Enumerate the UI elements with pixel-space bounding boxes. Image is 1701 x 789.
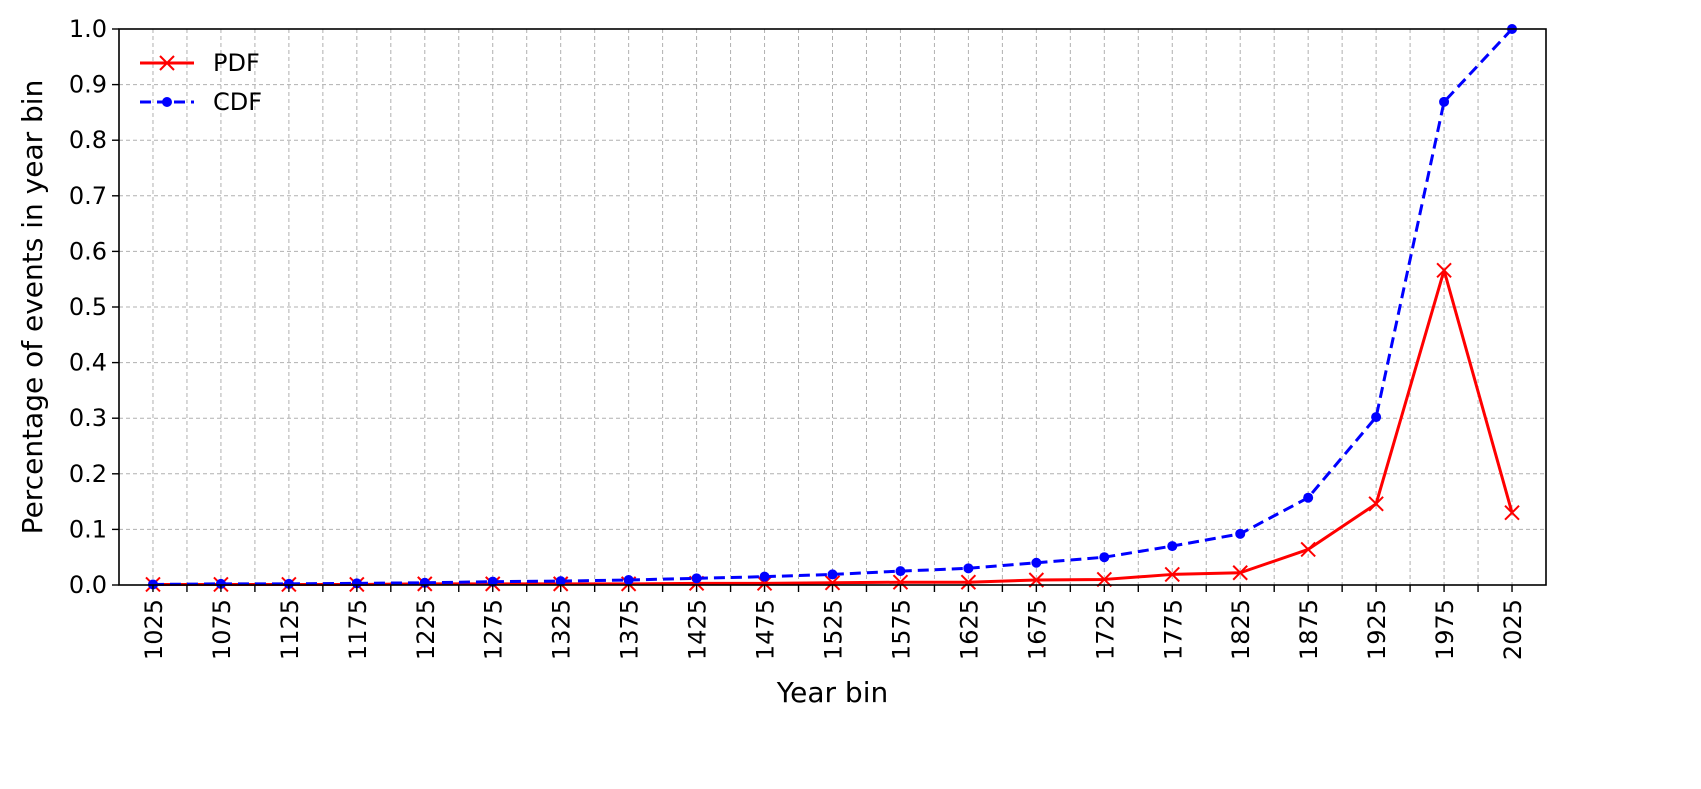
data-point-pdf — [892, 574, 909, 590]
axis-ticks: 1025 1075 1125 1175 1225 1275 1325 1375 1425 1475… — [69, 15, 1527, 660]
x-tick-label: 1025 — [140, 599, 168, 660]
data-point-cdf — [215, 578, 226, 589]
data-point-cdf — [623, 574, 634, 585]
data-point-cdf — [691, 573, 702, 584]
x-tick-label: 1225 — [412, 599, 440, 660]
data-point-pdf — [824, 575, 841, 591]
y-tick-label: 0.9 — [69, 71, 107, 99]
legend-entry-cdf: CDF — [140, 88, 262, 116]
x-tick-label: 1725 — [1091, 599, 1119, 660]
data-point-pdf — [1436, 262, 1452, 279]
data-point-pdf — [1368, 496, 1384, 512]
y-tick-label: 0.5 — [69, 293, 107, 321]
y-tick-label: 1.0 — [69, 15, 107, 43]
y-tick-label: 0.3 — [69, 404, 107, 432]
data-point-pdf — [960, 574, 977, 590]
data-point-cdf — [1099, 552, 1110, 563]
legend-entry-pdf: PDF — [140, 49, 260, 77]
data-point-cdf — [487, 576, 498, 587]
x-tick-label: 1875 — [1295, 599, 1323, 660]
series-line-cdf — [152, 27, 1514, 586]
x-tick-label: 1975 — [1431, 599, 1459, 660]
y-tick-label: 0.8 — [69, 126, 107, 154]
data-point-cdf — [963, 563, 974, 574]
data-point-cdf — [351, 578, 362, 589]
x-tick-label: 1675 — [1023, 599, 1051, 660]
x-tick-label: 1425 — [684, 599, 712, 660]
legend-swatch-marker — [159, 55, 175, 71]
x-tick-label: 1825 — [1227, 599, 1255, 660]
data-point-cdf — [827, 569, 838, 580]
x-tick-label: 1625 — [955, 599, 983, 660]
legend-swatch-marker — [162, 97, 172, 107]
data-point-cdf — [1371, 412, 1382, 423]
x-tick-label: 1375 — [616, 599, 644, 660]
data-point-pdf — [1164, 566, 1180, 583]
data-point-pdf — [1096, 571, 1113, 588]
x-tick-label: 1325 — [548, 599, 576, 660]
x-tick-label: 1275 — [480, 599, 508, 660]
y-tick-label: 0.1 — [69, 515, 107, 543]
data-point-cdf — [555, 576, 566, 587]
y-tick-label: 0.2 — [69, 460, 107, 488]
data-point-cdf — [759, 571, 770, 582]
y-tick-label: 0.0 — [69, 571, 107, 599]
y-tick-label: 0.7 — [69, 182, 107, 210]
x-tick-label: 1175 — [344, 599, 372, 660]
data-point-cdf — [1303, 492, 1314, 503]
data-point-pdf — [1300, 541, 1316, 558]
x-tick-label: 1125 — [276, 599, 304, 660]
x-tick-label: 1525 — [820, 599, 848, 660]
data-point-pdf — [1232, 565, 1248, 581]
x-tick-label: 1475 — [752, 599, 780, 660]
y-tick-label: 0.4 — [69, 349, 107, 377]
x-tick-label: 1075 — [208, 599, 236, 660]
x-tick-label: 2025 — [1499, 599, 1527, 660]
y-axis-title: Percentage of events in year bin — [16, 80, 49, 535]
x-tick-label: 1775 — [1159, 599, 1187, 660]
x-axis-title: Year bin — [776, 676, 888, 709]
x-tick-label: 1925 — [1363, 599, 1391, 660]
data-point-cdf — [1031, 557, 1042, 568]
data-point-cdf — [895, 566, 906, 577]
data-point-cdf — [1167, 541, 1178, 552]
data-point-cdf — [1439, 96, 1450, 107]
legend: PDF CDF — [140, 49, 262, 116]
legend-label: PDF — [213, 49, 260, 77]
y-tick-label: 0.6 — [69, 237, 107, 265]
data-point-cdf — [1235, 528, 1246, 539]
grid-lines — [119, 29, 1546, 585]
data-point-pdf — [756, 575, 773, 592]
data-point-cdf — [283, 578, 294, 589]
x-tick-label: 1575 — [887, 599, 915, 660]
legend-label: CDF — [213, 88, 262, 116]
series-cdf — [147, 24, 1518, 590]
data-point-pdf — [1504, 505, 1520, 521]
